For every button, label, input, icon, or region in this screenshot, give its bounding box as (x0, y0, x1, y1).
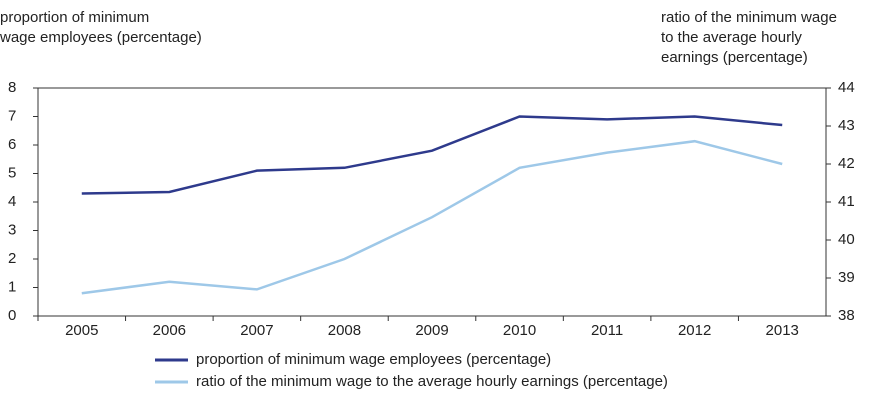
x-tick-label: 2007 (240, 322, 273, 339)
y2-axis-title: ratio of the minimum wage (661, 9, 837, 26)
y2-axis-title: to the average hourly (661, 29, 802, 46)
y-tick-label: 7 (8, 107, 16, 124)
y-tick-label: 3 (8, 221, 16, 238)
y-tick-label: 2 (8, 250, 16, 267)
y-axis-title: proportion of minimum (0, 9, 149, 26)
x-tick-label: 2008 (328, 322, 361, 339)
y-tick-label: 8 (8, 79, 16, 96)
y-tick-label: 0 (8, 307, 16, 324)
x-tick-label: 2006 (153, 322, 186, 339)
series-line (81, 139, 783, 295)
series-line (81, 115, 783, 195)
y-tick-label: 5 (8, 164, 16, 181)
y2-axis-title: earnings (percentage) (661, 49, 808, 66)
legend-label: ratio of the minimum wage to the average… (196, 373, 668, 390)
y2-tick-label: 40 (838, 231, 855, 248)
x-tick-label: 2013 (766, 322, 799, 339)
y-tick-label: 6 (8, 136, 16, 153)
x-tick-label: 2012 (678, 322, 711, 339)
y2-tick-label: 38 (838, 307, 855, 324)
y2-tick-label: 39 (838, 269, 855, 286)
y2-tick-label: 42 (838, 155, 855, 172)
x-tick-label: 2009 (415, 322, 448, 339)
y2-tick-label: 43 (838, 117, 855, 134)
x-tick-label: 2005 (65, 322, 98, 339)
y2-tick-label: 44 (838, 79, 855, 96)
legend-label: proportion of minimum wage employees (pe… (196, 351, 551, 368)
x-tick-label: 2011 (591, 322, 623, 339)
y-axis-title: wage employees (percentage) (0, 29, 202, 46)
plot-frame (37, 87, 827, 317)
x-tick-label: 2010 (503, 322, 536, 339)
y-tick-label: 1 (8, 278, 16, 295)
y-tick-label: 4 (8, 193, 16, 210)
y2-tick-label: 41 (838, 193, 855, 210)
